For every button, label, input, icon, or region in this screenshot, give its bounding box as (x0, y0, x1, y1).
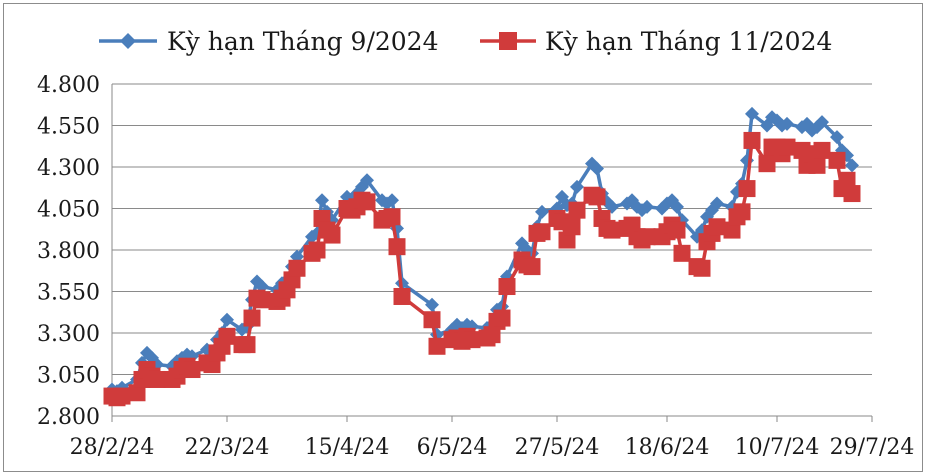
chart-frame: Kỳ hạn Tháng 9/2024 Kỳ hạn Tháng 11/2024… (3, 3, 923, 472)
series-1-point (220, 312, 234, 327)
series-2-point (308, 241, 326, 259)
legend-label-series-1: Kỳ hạn Tháng 9/2024 (167, 27, 438, 56)
x-tick-label: 29/7/24 (830, 435, 915, 460)
series-2-point (758, 155, 776, 173)
series-1-point (830, 130, 844, 145)
series-2-point (383, 208, 401, 226)
series-1-point (745, 106, 759, 121)
series-2-point (428, 337, 446, 355)
y-tick-label: 2.800 (37, 405, 100, 430)
series-2 (103, 131, 861, 407)
y-tick-label: 3.800 (37, 239, 100, 264)
series-2-point (288, 259, 306, 277)
series-2-point (483, 326, 501, 344)
series-2-point (533, 223, 551, 241)
series-2-point (708, 218, 726, 236)
series-1-point (570, 179, 584, 194)
series-2-point (723, 221, 741, 239)
series-2-point (733, 203, 751, 221)
x-tick-label: 28/2/24 (70, 435, 155, 460)
series-2-point (393, 287, 411, 305)
legend: Kỳ hạn Tháng 9/2024 Kỳ hạn Tháng 11/2024 (99, 27, 832, 56)
series-2-point (738, 180, 756, 198)
series-1-point (590, 161, 604, 176)
series-2-point (668, 221, 686, 239)
series-2-point (463, 331, 481, 349)
series-2-point (638, 228, 656, 246)
series-2-point (603, 221, 621, 239)
series-2-point (558, 231, 576, 249)
series-2-point (243, 309, 261, 327)
x-tick-label: 15/4/24 (305, 435, 390, 460)
series-2-point (253, 291, 271, 309)
series-2-point (673, 244, 691, 262)
x-tick-label: 10/7/24 (735, 435, 820, 460)
series-2-point (588, 188, 606, 206)
series-2-point (238, 336, 256, 354)
series-2-point (563, 218, 581, 236)
series-2-point (808, 156, 826, 174)
series-2-point (358, 193, 376, 211)
series-2-point (828, 151, 846, 169)
series-1-point (315, 193, 329, 208)
series-2-point (743, 131, 761, 149)
series-2-point (843, 185, 861, 203)
x-tick-label: 6/5/24 (417, 435, 488, 460)
series-1-point (815, 115, 829, 130)
y-tick-label: 4.800 (37, 73, 100, 98)
legend-label-series-2: Kỳ hạn Tháng 11/2024 (545, 27, 832, 56)
legend-item-series-2[interactable]: Kỳ hạn Tháng 11/2024 (480, 27, 832, 56)
y-tick-label: 3.300 (37, 322, 100, 347)
series-2-point (423, 311, 441, 329)
x-tick-label: 27/5/24 (515, 435, 600, 460)
series-2-point (778, 138, 796, 156)
y-tick-label: 4.550 (37, 115, 100, 140)
series-2-point (183, 361, 201, 379)
series-1-point (535, 204, 549, 219)
series-2-point (113, 387, 131, 405)
y-tick-label: 4.050 (37, 198, 100, 223)
series-2-point (218, 327, 236, 345)
series-2-point (498, 278, 516, 296)
series-2-point (493, 309, 511, 327)
y-tick-label: 4.300 (37, 156, 100, 181)
y-tick-label: 3.050 (37, 364, 100, 389)
series-2-point (838, 171, 856, 189)
series-1-point (640, 199, 654, 214)
series-1-point (670, 199, 684, 214)
y-tick-label: 3.550 (37, 281, 100, 306)
series-layer (103, 106, 861, 407)
x-axis: 28/2/24 22/3/24 15/4/24 6/5/24 27/5/24 18/6/2… (70, 415, 915, 460)
series-2-point (128, 384, 146, 402)
price-line-chart: Kỳ hạn Tháng 9/2024 Kỳ hạn Tháng 11/2024… (37, 27, 915, 460)
series-1-point (425, 297, 439, 312)
series-1-point (845, 158, 859, 173)
legend-item-series-1[interactable]: Kỳ hạn Tháng 9/2024 (99, 27, 438, 56)
series-1-point (290, 249, 304, 264)
series-2-point (693, 259, 711, 277)
series-1-point (780, 116, 794, 131)
series-2-point (388, 238, 406, 256)
series-1-point (360, 173, 374, 188)
series-2-point (148, 370, 166, 388)
series-2-point (813, 141, 831, 159)
x-tick-label: 22/3/24 (185, 435, 270, 460)
x-tick-label: 18/6/24 (625, 435, 710, 460)
series-2-point (523, 258, 541, 276)
series-2-point (568, 201, 586, 219)
series-2-point (323, 226, 341, 244)
series-1-point (385, 193, 399, 208)
y-axis: 2.800 3.050 3.300 3.550 3.800 4.050 4.300 4.550… (37, 73, 113, 430)
series-1-point (710, 196, 724, 211)
